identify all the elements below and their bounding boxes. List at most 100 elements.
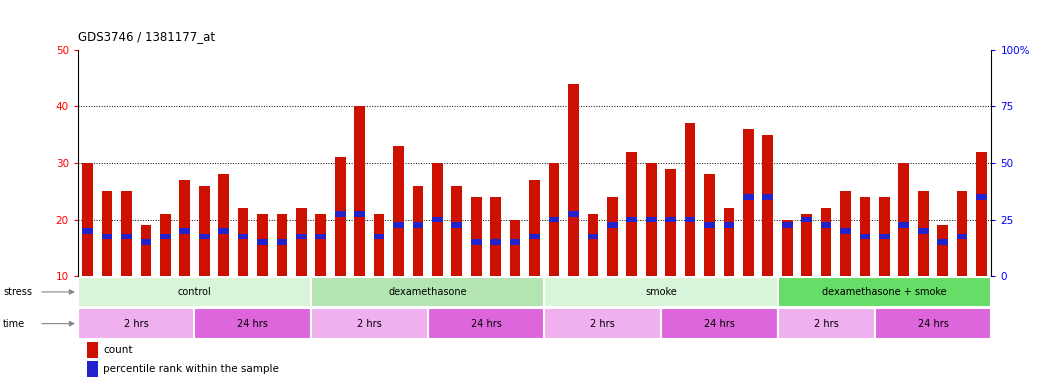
Bar (140, 225, 152, 276)
Bar (276, 239, 288, 245)
Bar (840, 228, 851, 234)
Bar (661, 308, 777, 339)
Bar (238, 208, 248, 276)
Bar (140, 239, 152, 245)
Bar (428, 308, 544, 339)
Bar (937, 239, 948, 245)
Bar (723, 208, 734, 276)
Bar (335, 157, 346, 276)
Bar (685, 217, 695, 222)
Bar (490, 239, 501, 245)
Bar (607, 197, 618, 276)
Text: 2 hrs: 2 hrs (357, 319, 382, 329)
Bar (840, 191, 851, 276)
Bar (180, 228, 190, 234)
Bar (743, 194, 754, 200)
Bar (87, 361, 98, 377)
Bar (859, 197, 870, 276)
Bar (704, 174, 715, 276)
Bar (918, 191, 929, 276)
Bar (452, 222, 462, 228)
Bar (82, 228, 93, 234)
Bar (626, 217, 637, 222)
Bar (777, 277, 991, 307)
Bar (199, 234, 210, 239)
Bar (432, 163, 443, 276)
Bar (102, 191, 112, 276)
Bar (218, 174, 229, 276)
Text: 2 hrs: 2 hrs (591, 319, 614, 329)
Bar (646, 163, 656, 276)
Bar (782, 222, 793, 228)
Bar (646, 217, 656, 222)
Bar (588, 234, 598, 239)
Bar (393, 146, 404, 276)
Bar (296, 208, 306, 276)
Bar (510, 220, 520, 276)
Bar (859, 234, 870, 239)
Bar (899, 163, 909, 276)
Bar (549, 163, 559, 276)
Bar (588, 214, 598, 276)
Text: stress: stress (3, 287, 32, 297)
Bar (490, 197, 501, 276)
Bar (743, 129, 754, 276)
Bar (87, 342, 98, 358)
Bar (238, 234, 248, 239)
Bar (316, 214, 326, 276)
Text: control: control (177, 287, 212, 297)
Text: time: time (3, 319, 25, 329)
Bar (879, 234, 890, 239)
Bar (626, 152, 637, 276)
Bar (704, 222, 715, 228)
Text: smoke: smoke (645, 287, 677, 297)
Bar (782, 220, 793, 276)
Bar (875, 308, 991, 339)
Bar (393, 222, 404, 228)
Text: 24 hrs: 24 hrs (238, 319, 268, 329)
Bar (276, 214, 288, 276)
Bar (957, 191, 967, 276)
Bar (763, 135, 773, 276)
Text: dexamethasone: dexamethasone (388, 287, 467, 297)
Bar (777, 308, 875, 339)
Bar (354, 106, 365, 276)
Bar (685, 123, 695, 276)
Bar (160, 234, 170, 239)
Text: 2 hrs: 2 hrs (814, 319, 839, 329)
Text: percentile rank within the sample: percentile rank within the sample (104, 364, 279, 374)
Bar (257, 214, 268, 276)
Bar (218, 228, 229, 234)
Bar (957, 234, 967, 239)
Text: 2 hrs: 2 hrs (124, 319, 148, 329)
Bar (311, 308, 428, 339)
Bar (296, 234, 306, 239)
Bar (257, 239, 268, 245)
Bar (471, 197, 482, 276)
Bar (316, 234, 326, 239)
Bar (413, 222, 424, 228)
Bar (665, 217, 676, 222)
Bar (821, 222, 831, 228)
Bar (374, 234, 384, 239)
Bar (199, 185, 210, 276)
Bar (180, 180, 190, 276)
Text: GDS3746 / 1381177_at: GDS3746 / 1381177_at (78, 30, 215, 43)
Bar (607, 222, 618, 228)
Bar (121, 234, 132, 239)
Bar (665, 169, 676, 276)
Bar (510, 239, 520, 245)
Bar (471, 239, 482, 245)
Bar (821, 208, 831, 276)
Bar (374, 214, 384, 276)
Bar (976, 194, 987, 200)
Bar (899, 222, 909, 228)
Text: dexamethasone + smoke: dexamethasone + smoke (822, 287, 947, 297)
Bar (413, 185, 424, 276)
Bar (801, 214, 812, 276)
Bar (976, 152, 987, 276)
Bar (529, 180, 540, 276)
Bar (160, 214, 170, 276)
Text: 24 hrs: 24 hrs (470, 319, 501, 329)
Bar (549, 217, 559, 222)
